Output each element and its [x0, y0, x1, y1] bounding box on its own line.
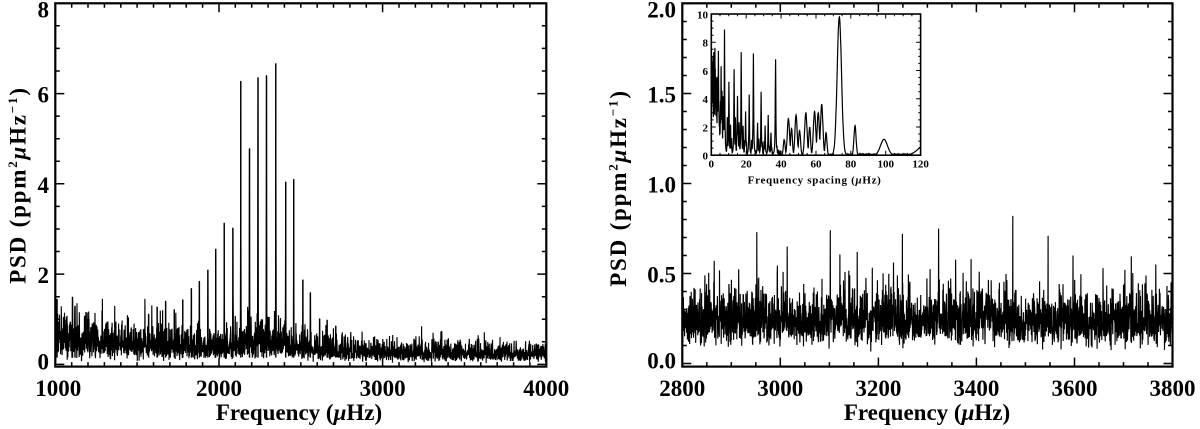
- svg-text:3000: 3000: [360, 376, 406, 401]
- svg-text:2800: 2800: [659, 376, 705, 401]
- svg-text:4000: 4000: [523, 376, 569, 401]
- svg-text:PSD (ppm2μHz−1): PSD (ppm2μHz−1): [606, 89, 632, 287]
- svg-text:4: 4: [703, 94, 709, 106]
- svg-text:2000: 2000: [196, 376, 242, 401]
- svg-text:0: 0: [709, 159, 715, 171]
- svg-text:2: 2: [38, 263, 50, 288]
- svg-text:Frequency (μHz): Frequency (μHz): [216, 400, 382, 425]
- svg-text:0: 0: [38, 349, 50, 374]
- svg-text:8: 8: [703, 38, 709, 50]
- svg-text:80: 80: [845, 159, 857, 171]
- svg-text:PSD (ppm2μHz−1): PSD (ppm2μHz−1): [5, 86, 31, 284]
- svg-text:20: 20: [741, 159, 753, 171]
- svg-text:6: 6: [38, 83, 50, 108]
- svg-text:60: 60: [811, 159, 823, 171]
- svg-text:4: 4: [38, 173, 50, 198]
- svg-text:3800: 3800: [1150, 376, 1196, 401]
- svg-text:2.0: 2.0: [647, 0, 676, 22]
- svg-text:3200: 3200: [855, 376, 901, 401]
- svg-text:Frequency (μHz): Frequency (μHz): [844, 400, 1010, 425]
- svg-text:1000: 1000: [35, 376, 81, 401]
- svg-text:3400: 3400: [953, 376, 999, 401]
- svg-text:120: 120: [912, 159, 929, 171]
- svg-text:100: 100: [877, 159, 894, 171]
- svg-text:6: 6: [703, 66, 709, 78]
- svg-text:8: 8: [38, 0, 50, 22]
- svg-text:3600: 3600: [1052, 376, 1098, 401]
- svg-text:0: 0: [703, 151, 709, 163]
- svg-text:1.0: 1.0: [647, 173, 676, 198]
- svg-text:0.0: 0.0: [647, 349, 676, 374]
- svg-text:Frequency spacing (μHz): Frequency spacing (μHz): [748, 174, 882, 186]
- svg-text:3000: 3000: [757, 376, 803, 401]
- svg-text:1.5: 1.5: [647, 83, 676, 108]
- svg-text:2: 2: [703, 122, 709, 134]
- svg-text:10: 10: [697, 9, 709, 21]
- svg-text:0.5: 0.5: [647, 263, 676, 288]
- svg-text:40: 40: [776, 159, 788, 171]
